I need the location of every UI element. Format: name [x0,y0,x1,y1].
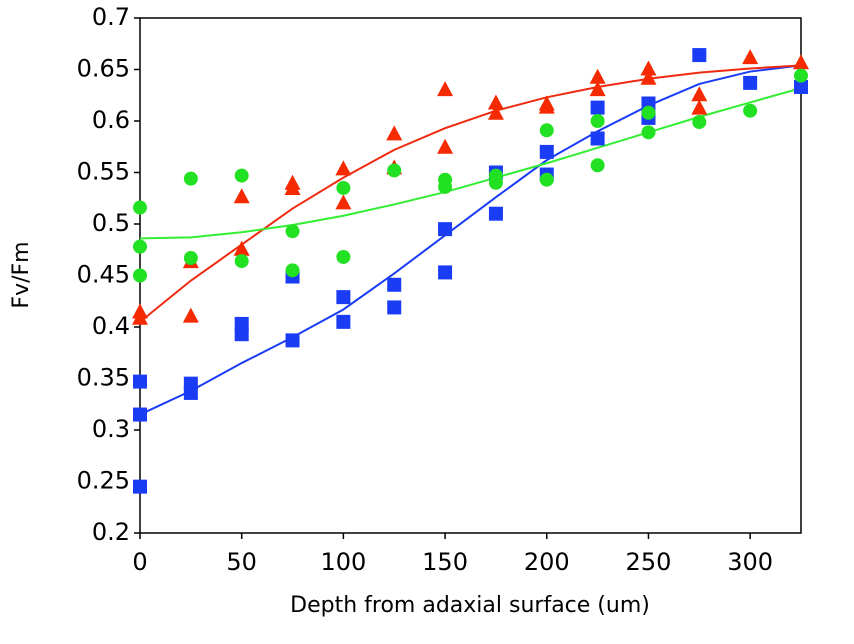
y-tick-label: 0.3 [92,415,130,443]
triangle-marker [742,49,759,65]
square-marker [133,374,147,389]
triangle-marker [132,309,148,325]
circle-marker [641,105,656,120]
triangle-marker [691,99,708,115]
circle-marker [336,180,351,195]
triangle-marker [233,188,250,204]
triangle-marker [335,194,352,210]
triangle-marker [487,94,504,110]
x-tick-label: 200 [524,548,570,576]
square-marker [692,48,707,63]
circle-marker [488,175,503,190]
circle-marker [133,268,147,283]
y-axis-title: Fv/Fm [9,241,34,308]
circle-marker [641,125,656,140]
triangle-marker [589,68,606,84]
triangle-marker [335,160,352,176]
circle-marker [285,224,300,239]
y-tick-label: 0.7 [92,3,130,31]
x-axis-title: Depth from adaxial surface (um) [290,593,650,618]
fit-line [139,64,802,416]
triangle-marker [386,125,403,141]
square-marker [336,290,351,305]
circle-marker [539,172,554,187]
triangle-marker [284,179,301,195]
square-marker [183,385,198,400]
fit-line [139,64,802,323]
circle-marker [590,158,605,173]
y-tick-label: 0.6 [92,106,130,134]
triangle-marker [437,138,454,154]
circle-marker [183,171,198,186]
y-tick-label: 0.45 [77,261,130,289]
square-marker [387,277,402,292]
square-marker [133,407,147,422]
circle-marker [234,168,249,183]
circle-marker [743,103,758,118]
y-tick-label: 0.4 [92,312,130,340]
y-tick-label: 0.5 [92,209,130,237]
square-marker [743,75,758,90]
y-tick-label: 0.65 [77,55,130,83]
x-tick-label: 250 [626,548,672,576]
circle-marker [336,249,351,264]
square-marker [590,100,605,115]
square-marker [438,222,453,237]
triangle-marker [182,307,199,323]
triangle-marker [487,104,504,120]
x-tick-label: 150 [422,548,468,576]
circle-marker [590,114,605,128]
square-marker [794,80,808,95]
triangle-marker [793,54,809,70]
x-tick-label: 100 [320,548,366,576]
circle-marker [539,123,554,138]
y-tick-label: 0.55 [77,158,130,186]
square-marker [336,314,351,329]
circle-marker [183,250,198,265]
triangle-marker [640,60,657,76]
triangle-marker [233,240,250,256]
square-marker [133,479,147,494]
circle-marker [285,263,300,278]
square-marker [488,206,503,221]
x-tick-label: 50 [226,548,257,576]
square-marker [285,333,300,348]
x-tick-label: 300 [727,548,773,576]
square-marker [438,265,453,280]
square-marker [387,300,402,315]
triangle-marker [640,69,657,85]
circle-marker [234,254,249,269]
triangle-marker [589,81,606,97]
triangle-marker [437,81,454,97]
y-tick-label: 0.35 [77,364,130,392]
square-marker [590,131,605,146]
square-marker [539,144,554,159]
y-tick-label: 0.25 [77,467,130,495]
circle-marker [438,179,453,194]
y-tick-label: 0.2 [92,518,130,546]
triangle-marker [538,98,555,114]
circle-marker [387,163,402,178]
triangle-marker [691,86,708,102]
circle-marker [692,115,707,130]
circle-marker [133,200,147,215]
square-marker [234,327,249,342]
circle-marker [133,239,147,254]
x-tick-label: 0 [132,548,147,576]
fit-line [139,87,802,240]
circle-marker [794,68,808,83]
